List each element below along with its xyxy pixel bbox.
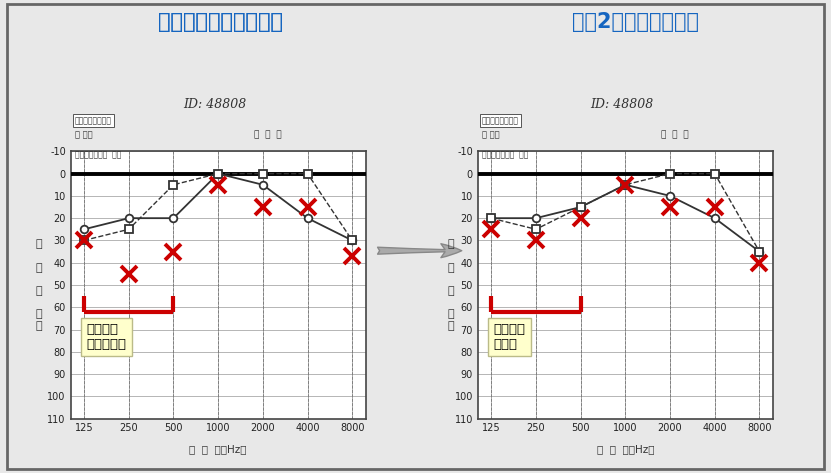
Text: 周  波  数（Hz）: 周 波 数（Hz） bbox=[189, 444, 247, 454]
Text: 骨導検耳：乳突  開放: 骨導検耳：乳突 開放 bbox=[75, 150, 121, 159]
Text: この辺り
が改善: この辺り が改善 bbox=[494, 323, 525, 351]
Text: ID: 48808: ID: 48808 bbox=[183, 98, 246, 111]
Text: 才  ㊚  女: 才 ㊚ 女 bbox=[253, 131, 281, 140]
Text: 聴

カ

レ

ベ
ル: 聴 カ レ ベ ル bbox=[447, 239, 454, 331]
Text: 聴

カ

レ

ベ
ル: 聴 カ レ ベ ル bbox=[36, 239, 42, 331]
Text: 周  波  数（Hz）: 周 波 数（Hz） bbox=[597, 444, 654, 454]
Text: 発症後翌日の検査結果: 発症後翌日の検査結果 bbox=[158, 12, 283, 32]
Text: 才  ㊚  女: 才 ㊚ 女 bbox=[661, 131, 688, 140]
Text: 骨導検耳：乳突  開放: 骨導検耳：乳突 開放 bbox=[482, 150, 529, 159]
Text: 投薬2日後の検査結果: 投薬2日後の検査結果 bbox=[573, 12, 699, 32]
Text: 発症後翌日の検査結果: 発症後翌日の検査結果 bbox=[158, 12, 283, 32]
Text: 標準純音聴力検査: 標準純音聴力検査 bbox=[75, 116, 112, 125]
Text: 氏 名：: 氏 名： bbox=[75, 131, 92, 140]
Text: 標準純音聴力検査: 標準純音聴力検査 bbox=[482, 116, 519, 125]
Text: 氏 名：: 氏 名： bbox=[482, 131, 499, 140]
Text: ID: 48808: ID: 48808 bbox=[590, 98, 653, 111]
Text: 低い音が
聞こえない: 低い音が 聞こえない bbox=[86, 323, 126, 351]
